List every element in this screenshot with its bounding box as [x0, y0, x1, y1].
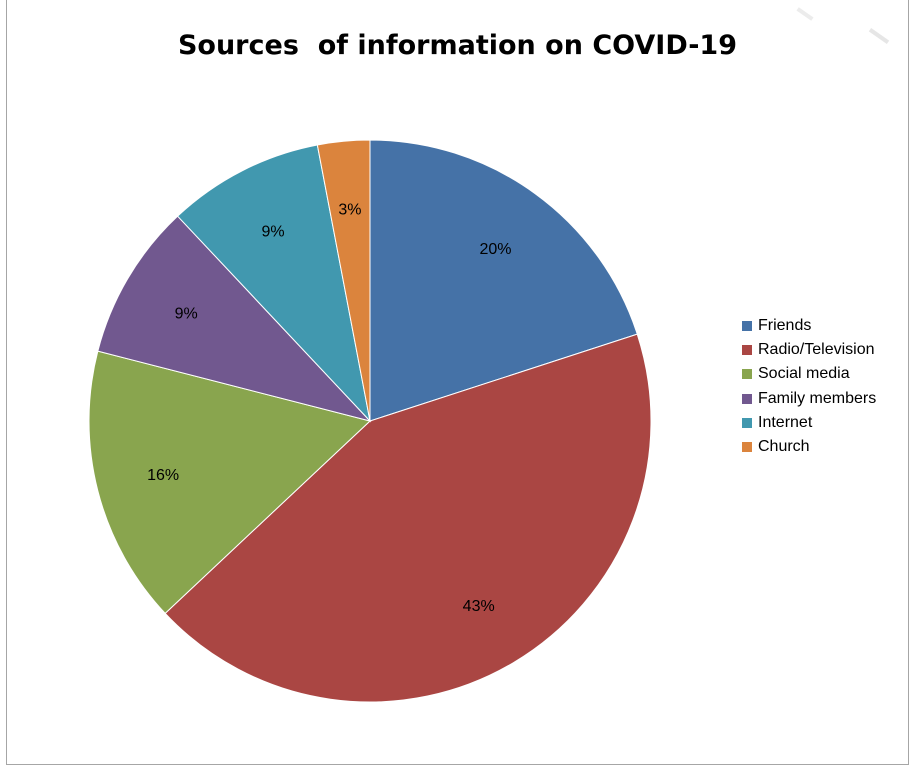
legend-label: Radio/Television — [758, 341, 875, 359]
pie-slice-internet — [176, 144, 371, 423]
data-label: 20% — [479, 241, 511, 258]
legend-item: Internet — [742, 411, 876, 435]
pie-slice-church — [316, 139, 371, 422]
data-label: 3% — [338, 201, 361, 218]
legend-swatch — [742, 369, 752, 380]
pie-slice-social-media — [88, 350, 372, 615]
pie-slice-family-members — [97, 215, 372, 422]
legend-item: Friends — [742, 314, 876, 338]
legend-label: Internet — [758, 413, 813, 431]
legend-item: Church — [742, 435, 876, 459]
pie-data-labels: 20% 43% 16% 9% 9% 3% — [147, 201, 511, 614]
data-label: 9% — [175, 305, 198, 322]
legend-item: Social media — [742, 362, 876, 386]
legend-item: Family members — [742, 387, 876, 411]
data-label: 16% — [147, 467, 179, 484]
pie-slices — [88, 139, 652, 703]
legend-item: Radio/Television — [742, 338, 876, 362]
data-label: 43% — [463, 598, 495, 615]
pie-slice-radio-television — [164, 333, 652, 703]
legend-swatch — [742, 321, 752, 332]
legend-label: Friends — [758, 317, 812, 335]
pie-slice-friends — [369, 139, 638, 422]
legend-label: Family members — [758, 389, 877, 407]
legend: Friends Radio/Television Social media Famil… — [742, 314, 876, 459]
legend-swatch — [742, 345, 752, 356]
legend-swatch — [742, 442, 752, 453]
chart-title: Sources of information on COVID-19 — [177, 30, 738, 61]
legend-label: Church — [758, 438, 810, 456]
legend-label: Social media — [758, 365, 850, 383]
data-label: 9% — [261, 224, 284, 241]
legend-swatch — [742, 393, 752, 404]
legend-swatch — [742, 417, 752, 428]
